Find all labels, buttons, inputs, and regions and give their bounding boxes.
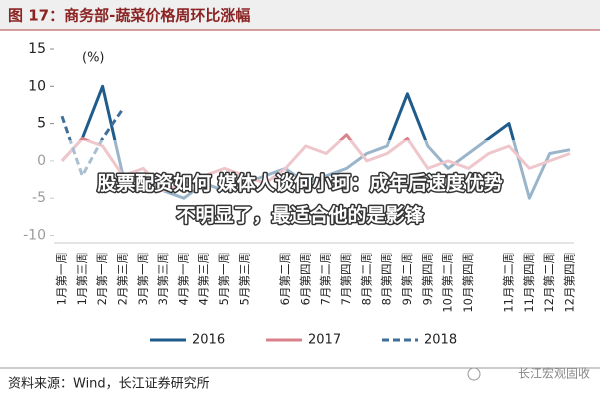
x-tick-label: 7月第二周	[319, 252, 333, 305]
legend-label: 2016	[192, 333, 225, 348]
overlay-text: 不明显了，最适合他的是影锋	[176, 204, 424, 227]
x-tick-label: 5月第三周	[237, 252, 251, 305]
y-tick-label: 10	[28, 78, 46, 94]
x-tick-label: 8月第四周	[380, 252, 394, 305]
x-tick-label: 9月第二周	[400, 252, 414, 305]
x-tick-label: 2月第三周	[115, 252, 129, 305]
x-tick-label: 1月第三周	[75, 252, 89, 305]
legend-label: 2017	[308, 333, 341, 348]
x-tick-label: 3月第三周	[156, 252, 170, 305]
x-tick-label: 4月第一周	[176, 252, 190, 305]
y-tick-label: 5	[37, 116, 46, 132]
x-tick-label: 3月第一周	[136, 252, 150, 305]
x-tick-label: 9月第四周	[420, 252, 434, 305]
x-tick-label: 2月第一周	[95, 252, 109, 305]
x-tick-label: 6月第四周	[298, 252, 312, 305]
legend-label: 2018	[424, 333, 457, 348]
y-tick-label: 15	[28, 41, 46, 57]
x-tick-label: 5月第一周	[217, 252, 231, 305]
x-tick-label: 10月第四周	[461, 252, 475, 313]
overlay-band	[0, 140, 600, 255]
x-tick-label: 4月第三周	[197, 252, 211, 305]
x-tick-label: 11月第四周	[522, 252, 536, 313]
x-tick-label: 8月第二周	[359, 252, 373, 305]
series-line	[60, 107, 125, 178]
x-tick-label: 12月第二周	[542, 252, 556, 313]
chart-title: 图 17：商务部-蔬菜价格周环比涨幅	[8, 7, 250, 25]
overlay-text: 股票配资如何 媒体人谈何小珂：成年后速度优势	[97, 172, 503, 195]
header-band	[0, 0, 600, 30]
source-note: 资料来源：Wind，长江证券研究所	[8, 376, 210, 392]
x-tick-label: 7月第四周	[339, 252, 353, 305]
x-tick-label: 10月第二周	[441, 252, 455, 313]
x-tick-label: 6月第二周	[278, 252, 292, 305]
x-tick-label: 11月第二周	[502, 252, 516, 313]
watermark: 长江宏观固收	[518, 366, 590, 381]
watermark-icon	[467, 367, 481, 381]
x-tick-label: 1月第一周	[55, 252, 69, 305]
y-axis-label: (%)	[82, 51, 105, 66]
x-tick-label: 12月第四周	[563, 252, 577, 313]
